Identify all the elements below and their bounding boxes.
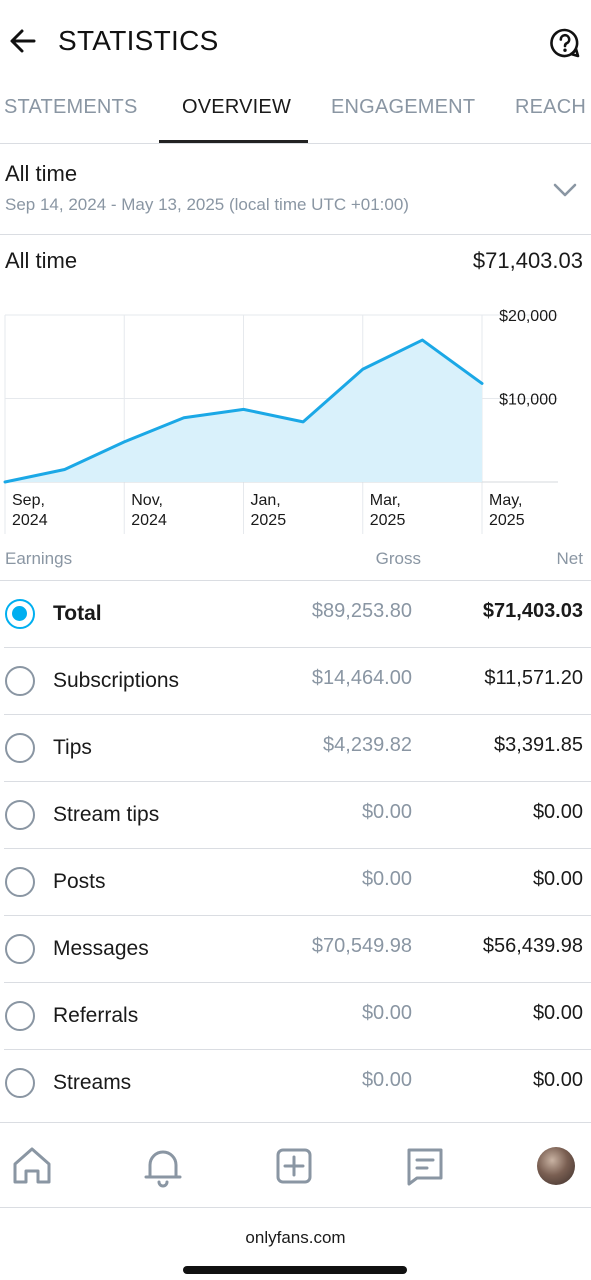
row-net-value: $11,571.20 (484, 667, 583, 689)
add-post-icon (276, 1148, 312, 1184)
row-net-value: $71,403.03 (482, 600, 583, 622)
row-label: Total (53, 602, 102, 625)
radio-button[interactable] (5, 1001, 35, 1031)
nav-home-button[interactable] (9, 1143, 55, 1189)
chart-x-tick-label: 2025 (251, 512, 287, 529)
chart-x-tick-label: May, (489, 492, 522, 509)
back-button[interactable] (6, 24, 40, 58)
row-gross-value: $70,549.98 (311, 935, 412, 957)
tab-overview[interactable]: OVERVIEW (182, 96, 292, 118)
chart-y-tick-label: $20,000 (499, 308, 557, 325)
radio-button[interactable] (5, 666, 35, 696)
period-title: All time (5, 161, 78, 186)
row-gross-value: $0.00 (361, 868, 412, 890)
row-net-value: $3,391.85 (494, 734, 583, 756)
tab-engagement[interactable]: ENGAGEMENT (331, 96, 476, 118)
row-label: Posts (53, 870, 106, 893)
row-label: Stream tips (53, 803, 160, 826)
earnings-row-messages[interactable]: Messages $70,549.98 $56,439.98 (4, 916, 591, 983)
bottom-navigation (0, 1122, 591, 1208)
earnings-row-subscriptions[interactable]: Subscriptions $14,464.00 $11,571.20 (4, 648, 591, 715)
row-label: Streams (53, 1071, 132, 1094)
nav-add-post-button[interactable] (271, 1143, 317, 1189)
radio-button[interactable] (5, 867, 35, 897)
row-gross-value: $0.00 (361, 1069, 412, 1091)
row-net-value: $0.00 (532, 801, 583, 823)
earnings-row-streams[interactable]: Streams $0.00 $0.00 (4, 1050, 591, 1117)
earnings-table-header: Earnings Gross Net (0, 545, 591, 581)
tab-reach[interactable]: REACH (515, 96, 587, 118)
row-net-value: $0.00 (532, 1069, 583, 1091)
chart-x-tick-label: 2025 (489, 512, 525, 529)
earnings-summary: All time $71,403.03 (0, 236, 591, 288)
tab-statements[interactable]: STATEMENTS (4, 96, 138, 118)
chart-y-tick-label: $10,000 (499, 392, 557, 409)
row-net-value: $56,439.98 (482, 935, 583, 957)
radio-button[interactable] (5, 599, 35, 629)
radio-button[interactable] (5, 733, 35, 763)
nav-notifications-button[interactable] (140, 1143, 186, 1189)
row-gross-value: $0.00 (361, 1002, 412, 1024)
period-selector[interactable]: All time Sep 14, 2024 - May 13, 2025 (lo… (0, 145, 591, 235)
chart-x-tick-label: Nov, (131, 492, 163, 509)
avatar[interactable] (537, 1147, 575, 1185)
period-dropdown-toggle[interactable] (550, 175, 580, 205)
chart-x-tick-label: 2024 (12, 512, 48, 529)
row-gross-value: $4,239.82 (323, 734, 412, 756)
period-range: Sep 14, 2024 - May 13, 2025 (local time … (5, 195, 409, 214)
row-gross-value: $89,253.80 (311, 600, 412, 622)
chart-x-tick-label: 2024 (131, 512, 167, 529)
help-icon (550, 28, 580, 58)
home-indicator (183, 1266, 407, 1274)
row-label: Messages (53, 937, 149, 960)
row-net-value: $0.00 (532, 868, 583, 890)
row-label: Subscriptions (53, 669, 180, 692)
row-label: Referrals (53, 1004, 139, 1027)
radio-button[interactable] (5, 1068, 35, 1098)
help-button[interactable] (548, 26, 582, 60)
earnings-row-stream-tips[interactable]: Stream tips $0.00 $0.00 (4, 782, 591, 849)
chart-series-line (3, 338, 484, 484)
gross-column-header: Gross (375, 549, 421, 568)
page-title: STATISTICS (58, 25, 219, 56)
browser-url: onlyfans.com (245, 1228, 346, 1247)
earnings-row-posts[interactable]: Posts $0.00 $0.00 (4, 849, 591, 916)
active-tab-indicator (159, 140, 308, 143)
summary-label: All time (5, 248, 78, 273)
stats-tabs: STATEMENTS OVERVIEW ENGAGEMENT REACH (0, 84, 591, 144)
earnings-list: Total $89,253.80 $71,403.03 Subscription… (0, 581, 591, 1117)
earnings-chart-svg: $10,000 $20,000 Sep, 2024 Nov, 2024 Jan, 2025 Ma… (3, 308, 558, 534)
radio-button[interactable] (5, 934, 35, 964)
chart-area-fill (5, 340, 482, 482)
row-gross-value: $0.00 (361, 801, 412, 823)
bell-icon (144, 1150, 182, 1188)
nav-messages-button[interactable] (402, 1143, 448, 1189)
row-gross-value: $14,464.00 (311, 667, 412, 689)
row-label: Tips (53, 736, 92, 759)
net-column-header: Net (556, 549, 583, 568)
chart-x-tick-label: Sep, (12, 492, 45, 509)
earnings-column-header: Earnings (5, 549, 73, 568)
header: STATISTICS (0, 0, 591, 84)
home-icon (13, 1147, 51, 1184)
arrow-left-icon (10, 29, 36, 53)
earnings-row-total[interactable]: Total $89,253.80 $71,403.03 (4, 581, 591, 648)
earnings-row-tips[interactable]: Tips $4,239.82 $3,391.85 (4, 715, 591, 782)
chart-x-tick-label: 2025 (370, 512, 406, 529)
chevron-down-icon (553, 183, 577, 197)
row-net-value: $0.00 (532, 1002, 583, 1024)
summary-total-value: $71,403.03 (472, 248, 583, 273)
messages-icon (407, 1148, 443, 1186)
earnings-chart: $10,000 $20,000 Sep, 2024 Nov, 2024 Jan, 2025 Ma… (0, 300, 591, 540)
earnings-row-referrals[interactable]: Referrals $0.00 $0.00 (4, 983, 591, 1050)
chart-x-tick-label: Jan, (251, 492, 281, 509)
browser-url-bar[interactable]: onlyfans.com (0, 1208, 591, 1280)
radio-button[interactable] (5, 800, 35, 830)
chart-x-tick-label: Mar, (370, 492, 401, 509)
